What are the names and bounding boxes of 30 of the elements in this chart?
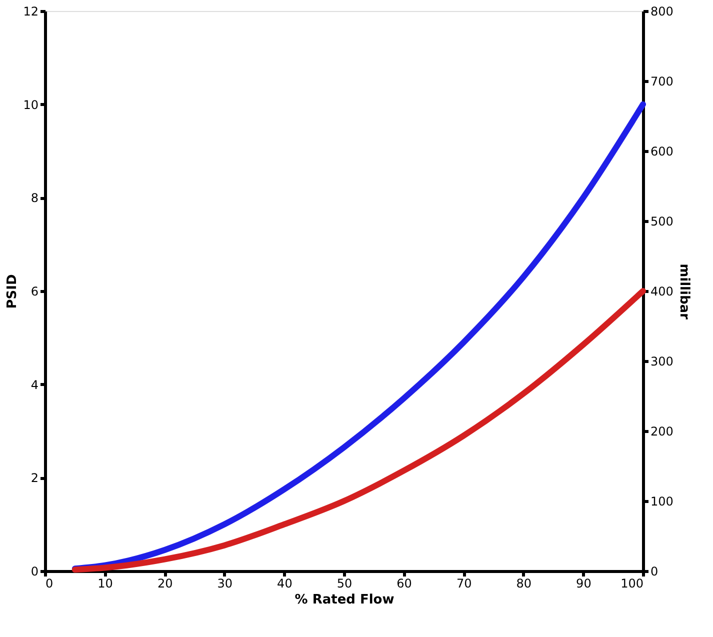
x-tick-label: 0 — [46, 576, 54, 590]
y-tick-label: 10 — [23, 98, 38, 112]
x-tick-label: 60 — [396, 576, 412, 590]
y2-tick-label: 100 — [650, 494, 674, 508]
x-tick-label: 70 — [456, 576, 472, 590]
y2-tick-label: 500 — [650, 214, 674, 228]
y2-tick-label: 700 — [650, 74, 674, 88]
y2-tick-label: 400 — [650, 284, 674, 298]
x-tick-label: 30 — [217, 576, 233, 590]
y-tick-label: 6 — [30, 284, 38, 298]
x-axis-title: % Rated Flow — [294, 592, 394, 608]
x-tick-label: 40 — [277, 576, 292, 590]
y-tick-label: 12 — [23, 4, 38, 18]
y-tick-label: 8 — [30, 191, 38, 206]
x-tick-label: 80 — [516, 576, 532, 590]
y2-tick-label: 800 — [650, 4, 674, 18]
x-tick-label: 20 — [157, 576, 173, 590]
y2-tick-label: 200 — [650, 424, 674, 438]
x-tick-label: 50 — [336, 576, 352, 590]
x-tick-label: 100 — [620, 576, 644, 590]
y2-tick-label: 300 — [650, 354, 674, 368]
y-tick-label: 0 — [30, 564, 38, 578]
y-tick-label: 4 — [30, 378, 38, 392]
y-axis-title: PSID — [5, 274, 20, 309]
y2-tick-label: 0 — [650, 564, 658, 578]
y2-axis-title: millibar — [676, 264, 692, 320]
x-tick-label: 10 — [98, 576, 113, 590]
y2-tick-label: 600 — [650, 144, 674, 158]
y-tick-label: 2 — [30, 471, 38, 486]
x-tick-label: 90 — [576, 576, 592, 590]
